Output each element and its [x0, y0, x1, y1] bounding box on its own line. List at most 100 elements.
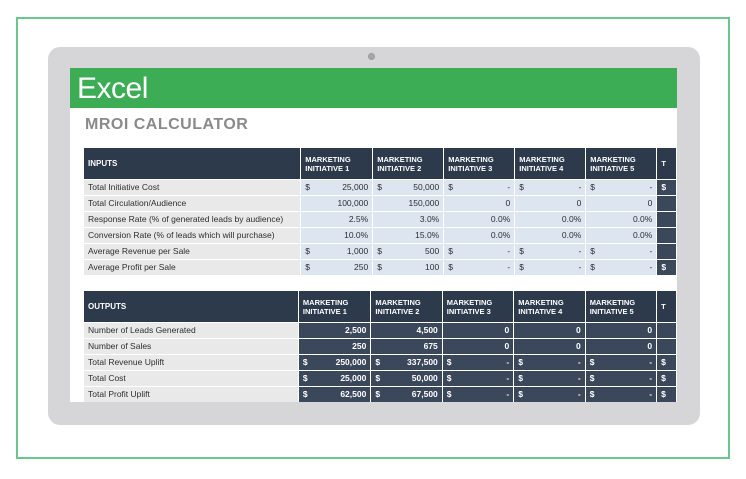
value-cell[interactable]: 0: [584, 322, 658, 339]
value-cell[interactable]: 0: [584, 338, 658, 355]
value-cell[interactable]: $ -: [513, 386, 586, 402]
column-header-initiative-5[interactable]: MARKETING INITIATIVE 5: [585, 147, 658, 180]
value-cell[interactable]: 10.0%: [300, 227, 374, 244]
value-cell[interactable]: $ -: [443, 259, 516, 276]
value-cell[interactable]: 0.0%: [585, 227, 658, 244]
value-cell[interactable]: $ -: [443, 243, 516, 260]
value-cell[interactable]: $ -: [584, 370, 658, 387]
value-cell[interactable]: $500: [372, 243, 445, 260]
value-cell[interactable]: $ -: [514, 259, 587, 276]
value-cell[interactable]: 0.0%: [514, 211, 587, 228]
cell-value: -: [577, 389, 581, 399]
total-cell[interactable]: [656, 211, 677, 228]
value-cell[interactable]: $ -: [584, 386, 658, 402]
value-cell[interactable]: 0.0%: [443, 211, 516, 228]
value-cell[interactable]: $67,500: [370, 386, 443, 402]
column-header-initiative-5[interactable]: MARKETING INITIATIVE 5: [584, 290, 658, 323]
value-cell[interactable]: 2,500: [297, 322, 372, 339]
value-cell[interactable]: 0: [443, 195, 516, 212]
row-label[interactable]: Response Rate (% of generated leads by a…: [82, 211, 302, 228]
value-cell[interactable]: 4,500: [370, 322, 443, 339]
value-cell[interactable]: 0: [441, 322, 515, 339]
column-header-initiative-4[interactable]: MARKETING INITIATIVE 4: [514, 147, 587, 180]
row-label[interactable]: Conversion Rate (% of leads which will p…: [82, 227, 302, 244]
value-cell[interactable]: $25,000: [300, 179, 374, 196]
value-cell[interactable]: $ -: [585, 179, 658, 196]
row-label[interactable]: Average Profit per Sale: [82, 259, 302, 276]
total-cell[interactable]: [656, 243, 677, 260]
value-cell[interactable]: 250: [297, 338, 372, 355]
value-cell[interactable]: $ -: [585, 259, 658, 276]
value-cell[interactable]: $50,000: [372, 179, 445, 196]
value-cell[interactable]: $ -: [584, 354, 658, 371]
value-cell[interactable]: $250,000: [297, 354, 372, 371]
row-label[interactable]: Total Cost: [83, 370, 299, 387]
value-cell[interactable]: $100: [372, 259, 445, 276]
value-cell[interactable]: 0.0%: [514, 227, 587, 244]
cell-content: $ -: [519, 245, 581, 259]
value-cell[interactable]: 0: [585, 195, 658, 212]
currency-symbol: $: [375, 389, 381, 399]
value-cell[interactable]: $1,000: [300, 243, 374, 260]
cell-value: 0: [505, 198, 511, 208]
total-cell[interactable]: $: [656, 259, 677, 276]
value-cell[interactable]: $ -: [513, 370, 586, 387]
cell-content: $ -: [590, 356, 652, 370]
total-cell[interactable]: $: [656, 179, 677, 196]
column-header-initiative-3[interactable]: MARKETING INITIATIVE 3: [443, 147, 516, 180]
value-cell[interactable]: $ -: [585, 243, 658, 260]
value-cell[interactable]: $337,500: [370, 354, 443, 371]
row-label[interactable]: Number of Sales: [83, 338, 299, 355]
value-cell[interactable]: 150,000: [372, 195, 445, 212]
column-header-initiative-1[interactable]: MARKETING INITIATIVE 1: [300, 147, 374, 180]
total-cell[interactable]: [656, 195, 677, 212]
value-cell[interactable]: $ -: [441, 370, 515, 387]
value-cell[interactable]: $ -: [441, 354, 515, 371]
value-cell[interactable]: 0: [514, 195, 587, 212]
value-cell[interactable]: $ -: [441, 386, 515, 402]
value-cell[interactable]: $ -: [443, 179, 516, 196]
column-header-initiative-2[interactable]: MARKETING INITIATIVE 2: [370, 290, 443, 323]
value-cell[interactable]: 0: [513, 338, 586, 355]
value-cell[interactable]: $ -: [514, 243, 587, 260]
total-cell[interactable]: [656, 338, 677, 355]
value-cell[interactable]: $62,500: [297, 386, 372, 402]
value-cell[interactable]: 2.5%: [300, 211, 374, 228]
column-header-initiative-3[interactable]: MARKETING INITIATIVE 3: [441, 290, 515, 323]
cell-content: $67,500: [375, 388, 437, 402]
value-cell[interactable]: 0.0%: [443, 227, 516, 244]
column-header-initiative-2[interactable]: MARKETING INITIATIVE 2: [372, 147, 445, 180]
currency-symbol: $: [448, 182, 453, 192]
value-cell[interactable]: 3.0%: [372, 211, 445, 228]
value-cell[interactable]: $ -: [514, 179, 587, 196]
total-cell[interactable]: [656, 227, 677, 244]
value-cell[interactable]: 675: [370, 338, 443, 355]
row-label[interactable]: Total Circulation/Audience: [82, 195, 302, 212]
value-cell[interactable]: 0: [441, 338, 515, 355]
cell-value: -: [506, 373, 510, 383]
value-cell[interactable]: $25,000: [297, 370, 372, 387]
row-label[interactable]: Total Profit Uplift: [83, 386, 299, 402]
value-cell[interactable]: $ -: [513, 354, 586, 371]
cell-value: 500: [425, 246, 440, 256]
row-label[interactable]: Number of Leads Generated: [83, 322, 299, 339]
cell-value: -: [649, 246, 653, 256]
total-cell[interactable]: $: [656, 370, 677, 387]
value-cell[interactable]: $250: [300, 259, 374, 276]
value-cell[interactable]: 0.0%: [585, 211, 658, 228]
row-label[interactable]: Average Revenue per Sale: [82, 243, 302, 260]
row-label[interactable]: Total Initiative Cost: [82, 179, 302, 196]
cell-content: 4,500: [375, 324, 438, 338]
column-header-initiative-4[interactable]: MARKETING INITIATIVE 4: [513, 290, 586, 323]
row-label[interactable]: Total Revenue Uplift: [83, 354, 299, 371]
column-header-initiative-1[interactable]: MARKETING INITIATIVE 1: [297, 290, 372, 323]
value-cell[interactable]: 100,000: [300, 195, 374, 212]
total-cell[interactable]: $: [656, 354, 677, 371]
value-cell[interactable]: 0: [513, 322, 586, 339]
column-header-total[interactable]: T: [656, 147, 677, 180]
value-cell[interactable]: $50,000: [370, 370, 443, 387]
value-cell[interactable]: 15.0%: [372, 227, 445, 244]
column-header-total[interactable]: T: [656, 290, 677, 323]
total-cell[interactable]: $: [656, 386, 677, 402]
total-cell[interactable]: [656, 322, 677, 339]
